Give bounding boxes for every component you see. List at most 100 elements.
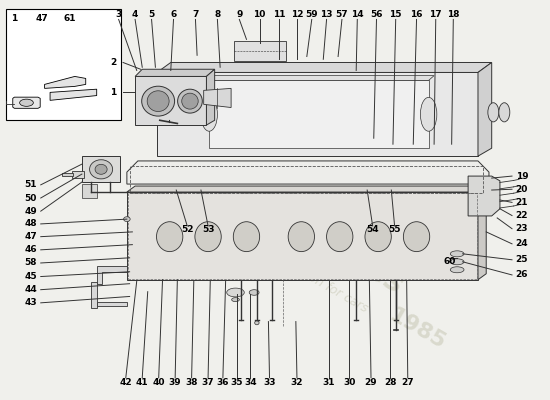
Ellipse shape	[450, 259, 464, 265]
Text: 17: 17	[430, 10, 442, 19]
Text: 9: 9	[236, 10, 243, 19]
Ellipse shape	[124, 217, 130, 222]
Ellipse shape	[488, 103, 499, 122]
Ellipse shape	[90, 160, 113, 179]
Text: 22: 22	[516, 211, 528, 220]
Text: 12: 12	[291, 10, 303, 19]
Text: 7: 7	[192, 10, 199, 19]
Bar	[128, 193, 477, 279]
Polygon shape	[91, 282, 97, 308]
Text: 4: 4	[132, 10, 138, 19]
Polygon shape	[97, 302, 127, 306]
Bar	[130, 166, 483, 193]
Polygon shape	[206, 69, 214, 125]
Polygon shape	[204, 88, 231, 108]
Polygon shape	[62, 173, 73, 176]
Ellipse shape	[288, 222, 315, 252]
Text: 2: 2	[110, 58, 116, 67]
Polygon shape	[135, 69, 214, 76]
Text: a passion for cars: a passion for cars	[268, 248, 370, 315]
Text: 5: 5	[148, 10, 155, 19]
Text: 40: 40	[152, 378, 165, 387]
Text: 15: 15	[389, 10, 402, 19]
Text: 1985: 1985	[386, 306, 449, 354]
Text: 11: 11	[273, 10, 285, 19]
Text: 58: 58	[25, 258, 37, 268]
Text: 1: 1	[110, 88, 116, 97]
Text: 52: 52	[181, 225, 194, 234]
Text: 56: 56	[370, 10, 383, 19]
Ellipse shape	[420, 97, 437, 131]
Ellipse shape	[195, 222, 221, 252]
Text: 8: 8	[214, 10, 221, 19]
Polygon shape	[82, 156, 120, 182]
Text: 53: 53	[202, 225, 214, 234]
Polygon shape	[157, 62, 492, 72]
Ellipse shape	[95, 164, 107, 174]
Ellipse shape	[142, 86, 174, 116]
Text: 45: 45	[25, 272, 37, 281]
Text: 39: 39	[169, 378, 182, 387]
Text: 36: 36	[217, 378, 229, 387]
Polygon shape	[468, 176, 500, 216]
Text: 46: 46	[25, 245, 37, 254]
Polygon shape	[82, 184, 97, 198]
Ellipse shape	[499, 103, 510, 122]
Text: 1: 1	[12, 14, 18, 23]
Text: 35: 35	[230, 378, 243, 387]
Polygon shape	[135, 76, 206, 125]
Text: 16: 16	[410, 10, 423, 19]
Text: 21: 21	[516, 198, 528, 207]
Ellipse shape	[157, 222, 183, 252]
Text: 41: 41	[136, 378, 148, 387]
Polygon shape	[72, 171, 84, 178]
Bar	[6, 9, 122, 120]
Text: 44: 44	[25, 285, 37, 294]
Ellipse shape	[327, 222, 353, 252]
Polygon shape	[478, 62, 492, 156]
Text: 51: 51	[25, 180, 37, 189]
Text: 50: 50	[25, 194, 37, 202]
Text: 48: 48	[25, 220, 37, 228]
Text: 18: 18	[447, 10, 460, 19]
Polygon shape	[209, 80, 428, 148]
Text: 32: 32	[291, 378, 303, 387]
Text: 20: 20	[516, 185, 528, 194]
Text: 38: 38	[185, 378, 198, 387]
Text: 29: 29	[365, 378, 377, 387]
Text: 14: 14	[351, 10, 364, 19]
Polygon shape	[127, 161, 489, 184]
Text: eurospares: eurospares	[228, 179, 410, 301]
Text: 19: 19	[515, 172, 528, 180]
Text: 54: 54	[366, 225, 379, 234]
Text: 49: 49	[25, 207, 37, 216]
Text: 30: 30	[343, 378, 355, 387]
Ellipse shape	[182, 93, 198, 109]
Ellipse shape	[365, 222, 391, 252]
Text: 61: 61	[63, 14, 75, 23]
Text: 42: 42	[119, 378, 132, 387]
Ellipse shape	[232, 298, 239, 302]
Ellipse shape	[20, 99, 34, 106]
Polygon shape	[209, 76, 434, 80]
Text: 47: 47	[25, 232, 37, 241]
Ellipse shape	[255, 321, 259, 325]
Polygon shape	[50, 89, 97, 100]
Text: 59: 59	[305, 10, 318, 19]
Text: 43: 43	[25, 298, 37, 307]
Text: 6: 6	[170, 10, 177, 19]
Ellipse shape	[178, 89, 202, 113]
Polygon shape	[478, 186, 486, 280]
Text: 37: 37	[202, 378, 214, 387]
Text: 34: 34	[244, 378, 257, 387]
Text: 28: 28	[384, 378, 397, 387]
Ellipse shape	[403, 222, 430, 252]
Ellipse shape	[233, 222, 260, 252]
Ellipse shape	[201, 97, 217, 131]
Polygon shape	[234, 41, 286, 61]
Text: 27: 27	[402, 378, 414, 387]
Text: 31: 31	[322, 378, 335, 387]
Polygon shape	[97, 266, 127, 284]
Ellipse shape	[450, 267, 464, 273]
Polygon shape	[157, 72, 478, 156]
